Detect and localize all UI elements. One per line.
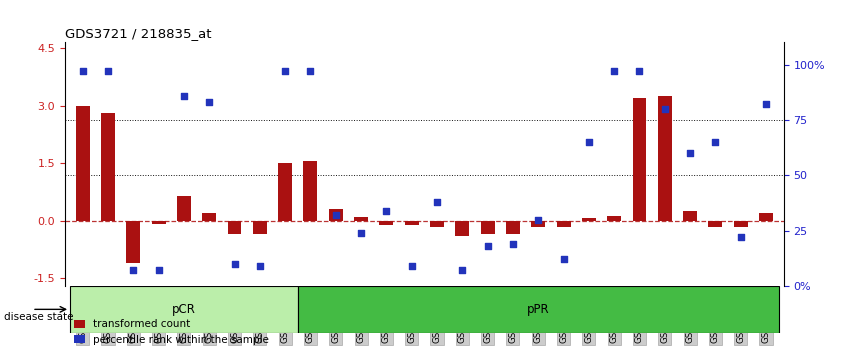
Point [683,150,697,156]
Bar [531,221,546,227]
Point [506,241,520,247]
Bar [379,221,393,224]
Bar [228,221,242,234]
Point [152,268,165,273]
Bar [456,221,469,236]
Point [379,208,393,213]
Bar [734,221,747,227]
Bar [759,213,773,221]
Point [253,263,267,269]
Bar [101,113,115,221]
Bar [354,217,368,221]
Bar [658,96,672,221]
Point [658,106,672,112]
Point [126,268,140,273]
Bar [126,221,140,263]
Point [203,99,216,105]
Bar [632,98,646,221]
Point [354,230,368,236]
Point [303,68,317,74]
Bar [683,211,697,221]
Bar [430,221,444,227]
Point [734,234,747,240]
Bar [607,216,621,221]
Point [278,68,292,74]
Bar [481,221,494,234]
Bar [582,218,596,221]
Bar [253,221,267,234]
Bar [708,221,722,227]
Bar [303,161,318,221]
Bar [298,286,779,333]
Legend: transformed count, percentile rank within the sample: transformed count, percentile rank withi… [70,315,273,349]
Bar [278,163,292,221]
Text: pCR: pCR [172,303,196,316]
Bar [329,209,343,221]
Point [404,263,418,269]
Bar [404,221,418,225]
Bar [557,221,571,227]
Point [177,93,191,98]
Point [632,68,646,74]
Text: GDS3721 / 218835_at: GDS3721 / 218835_at [65,27,211,40]
Point [532,217,546,222]
Point [481,243,494,249]
Point [759,102,773,107]
Point [75,68,89,74]
Bar [506,221,520,234]
Bar [152,221,165,224]
Bar [70,286,298,333]
Point [430,199,444,205]
Point [329,212,343,218]
Text: disease state: disease state [4,312,74,322]
Bar [75,106,89,221]
Point [456,268,469,273]
Point [708,139,722,145]
Point [557,257,571,262]
Point [582,139,596,145]
Point [228,261,242,267]
Bar [177,196,191,221]
Bar [203,213,216,221]
Point [101,68,115,74]
Point [607,68,621,74]
Text: pPR: pPR [527,303,550,316]
